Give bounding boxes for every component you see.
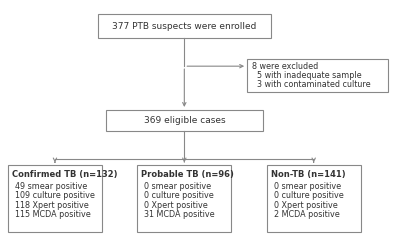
Text: 369 eligible cases: 369 eligible cases: [144, 116, 225, 125]
Bar: [267, 165, 361, 232]
Bar: [98, 14, 270, 38]
Text: 109 culture positive: 109 culture positive: [15, 191, 95, 200]
Text: 0 Xpert positive: 0 Xpert positive: [144, 201, 208, 210]
Bar: [247, 59, 388, 92]
Bar: [137, 165, 231, 232]
Text: 5 with inadequate sample: 5 with inadequate sample: [257, 71, 362, 80]
Text: 8 were excluded: 8 were excluded: [252, 62, 318, 71]
Text: 377 PTB suspects were enrolled: 377 PTB suspects were enrolled: [112, 21, 256, 31]
Text: 49 smear positive: 49 smear positive: [15, 182, 87, 191]
Bar: [8, 165, 102, 232]
Text: 2 MCDA positive: 2 MCDA positive: [274, 210, 340, 219]
Text: Non-TB (n=141): Non-TB (n=141): [270, 170, 345, 179]
Text: Confirmed TB (n=132): Confirmed TB (n=132): [12, 170, 117, 179]
Text: 0 Xpert positive: 0 Xpert positive: [274, 201, 338, 210]
Text: 118 Xpert positive: 118 Xpert positive: [15, 201, 89, 210]
Text: 31 MCDA positive: 31 MCDA positive: [144, 210, 215, 219]
Text: 0 smear positive: 0 smear positive: [144, 182, 212, 191]
Text: 3 with contaminated culture: 3 with contaminated culture: [257, 80, 370, 89]
Text: 0 culture positive: 0 culture positive: [274, 191, 344, 200]
Bar: [106, 110, 263, 131]
Text: 115 MCDA positive: 115 MCDA positive: [15, 210, 91, 219]
Text: 0 smear positive: 0 smear positive: [274, 182, 341, 191]
Text: 0 culture positive: 0 culture positive: [144, 191, 214, 200]
Text: Probable TB (n=96): Probable TB (n=96): [141, 170, 234, 179]
